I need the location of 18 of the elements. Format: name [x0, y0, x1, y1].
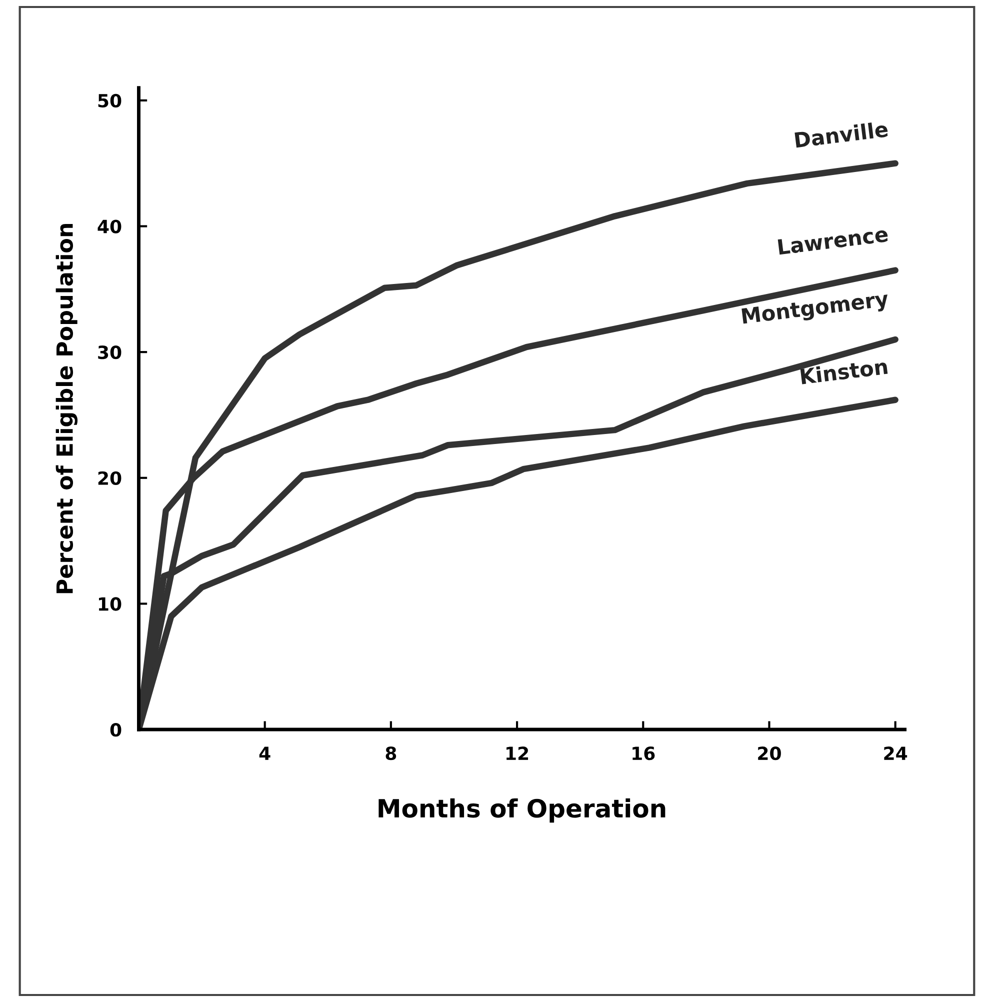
- y-tick-label: 30: [98, 346, 122, 360]
- y-axis-title: Percent of Eligible Population: [56, 224, 78, 594]
- x-tick-label: 24: [884, 746, 908, 760]
- x-tick-label: 12: [506, 746, 528, 760]
- text: Kinston: [800, 358, 888, 385]
- x-axis-title: Months of Operation: [378, 798, 666, 823]
- x-tick-label: 16: [632, 746, 655, 760]
- y-tick-label: 0: [110, 722, 122, 737]
- text: Montgomery: [742, 290, 890, 328]
- x-tick-label: 4: [259, 746, 270, 760]
- text: Lawrence: [778, 226, 888, 255]
- y-tick-label: 40: [98, 220, 122, 234]
- y-tick-label: 10: [98, 597, 122, 611]
- text: Danville: [794, 120, 888, 148]
- x-tick-label: 8: [386, 746, 396, 760]
- y-tick-label: 20: [98, 471, 122, 485]
- x-tick-label: 20: [758, 746, 781, 760]
- y-tick-label: 50: [98, 94, 122, 108]
